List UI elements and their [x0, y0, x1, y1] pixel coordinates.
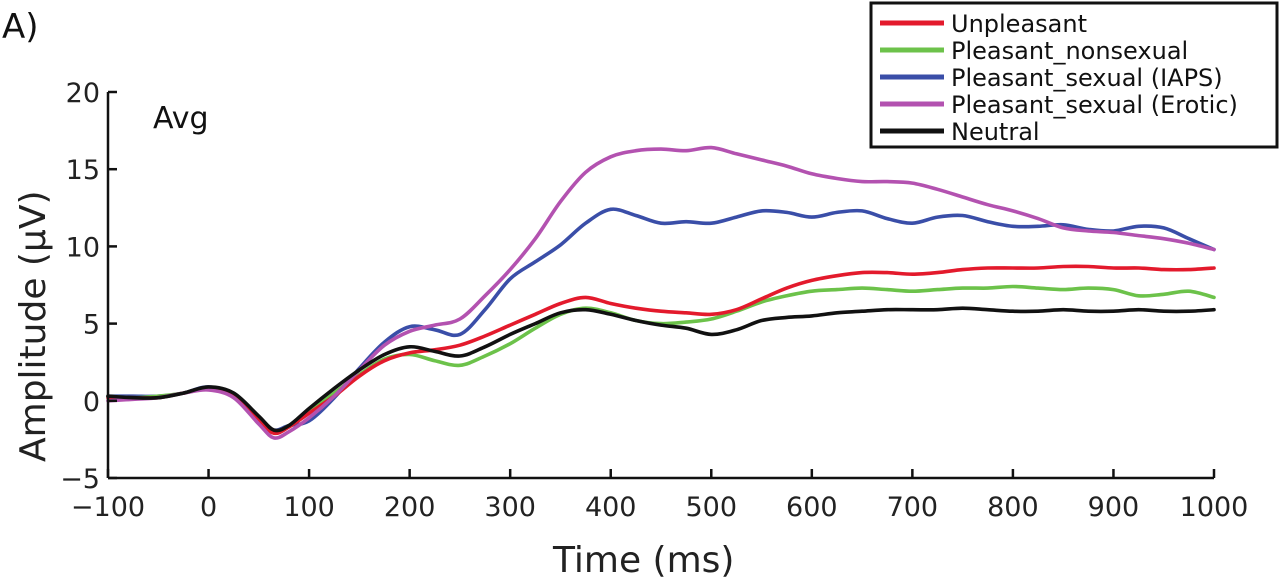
axes: −5 0 5 10 15 20 −100 0 100 200 300 400 500 600 700 800…	[60, 78, 1248, 523]
x-tick-label: 400	[585, 492, 637, 523]
x-tick-label: 200	[384, 492, 436, 523]
x-tick-label: 900	[1088, 492, 1140, 523]
panel-label: A)	[2, 7, 39, 47]
series-line-pleasant-sexual-erotic	[106, 145, 1216, 440]
series-line-pleasant-sexual-iaps	[106, 207, 1216, 433]
x-tick-label: 700	[887, 492, 939, 523]
legend-label-pleasant-nonsexual: Pleasant_nonsexual	[951, 37, 1188, 65]
x-axis-title: Time (ms)	[552, 540, 734, 581]
legend-label-pleasant-sexual-erotic: Pleasant_sexual (Erotic)	[951, 91, 1238, 119]
legend-label-neutral: Neutral	[951, 118, 1040, 146]
x-ticks: −100 0 100 200 300 400 500 600 700 800 900 1000	[71, 469, 1248, 523]
x-tick-label: 800	[987, 492, 1039, 523]
y-tick-label: 10	[66, 232, 100, 263]
legend-label-unpleasant: Unpleasant	[951, 10, 1087, 38]
x-tick-label: 1000	[1180, 492, 1249, 523]
x-tick-label: 600	[786, 492, 838, 523]
x-tick-label: 300	[484, 492, 536, 523]
plot-lines	[106, 145, 1216, 440]
x-tick-label: 500	[685, 492, 737, 523]
x-tick-label: 100	[283, 492, 335, 523]
y-tick-label: 5	[83, 310, 100, 341]
series-line-unpleasant	[106, 264, 1216, 436]
y-tick-label: 20	[66, 78, 100, 109]
y-axis-title: Amplitude (μV)	[13, 190, 54, 462]
x-tick-label: 0	[200, 492, 217, 523]
y-tick-label: 0	[83, 387, 100, 418]
y-ticks: −5 0 5 10 15 20	[60, 78, 117, 495]
legend-label-pleasant-sexual-iaps: Pleasant_sexual (IAPS)	[951, 64, 1223, 92]
avg-annotation: Avg	[153, 101, 209, 136]
legend: UnpleasantPleasant_nonsexualPleasant_sex…	[869, 1, 1279, 149]
series-line-neutral	[106, 306, 1216, 433]
series-line-pleasant-nonsexual	[106, 284, 1216, 434]
x-tick-label: −100	[71, 492, 145, 523]
legend-items: UnpleasantPleasant_nonsexualPleasant_sex…	[880, 10, 1238, 146]
y-tick-label: −5	[60, 464, 100, 495]
y-tick-label: 15	[66, 155, 100, 186]
